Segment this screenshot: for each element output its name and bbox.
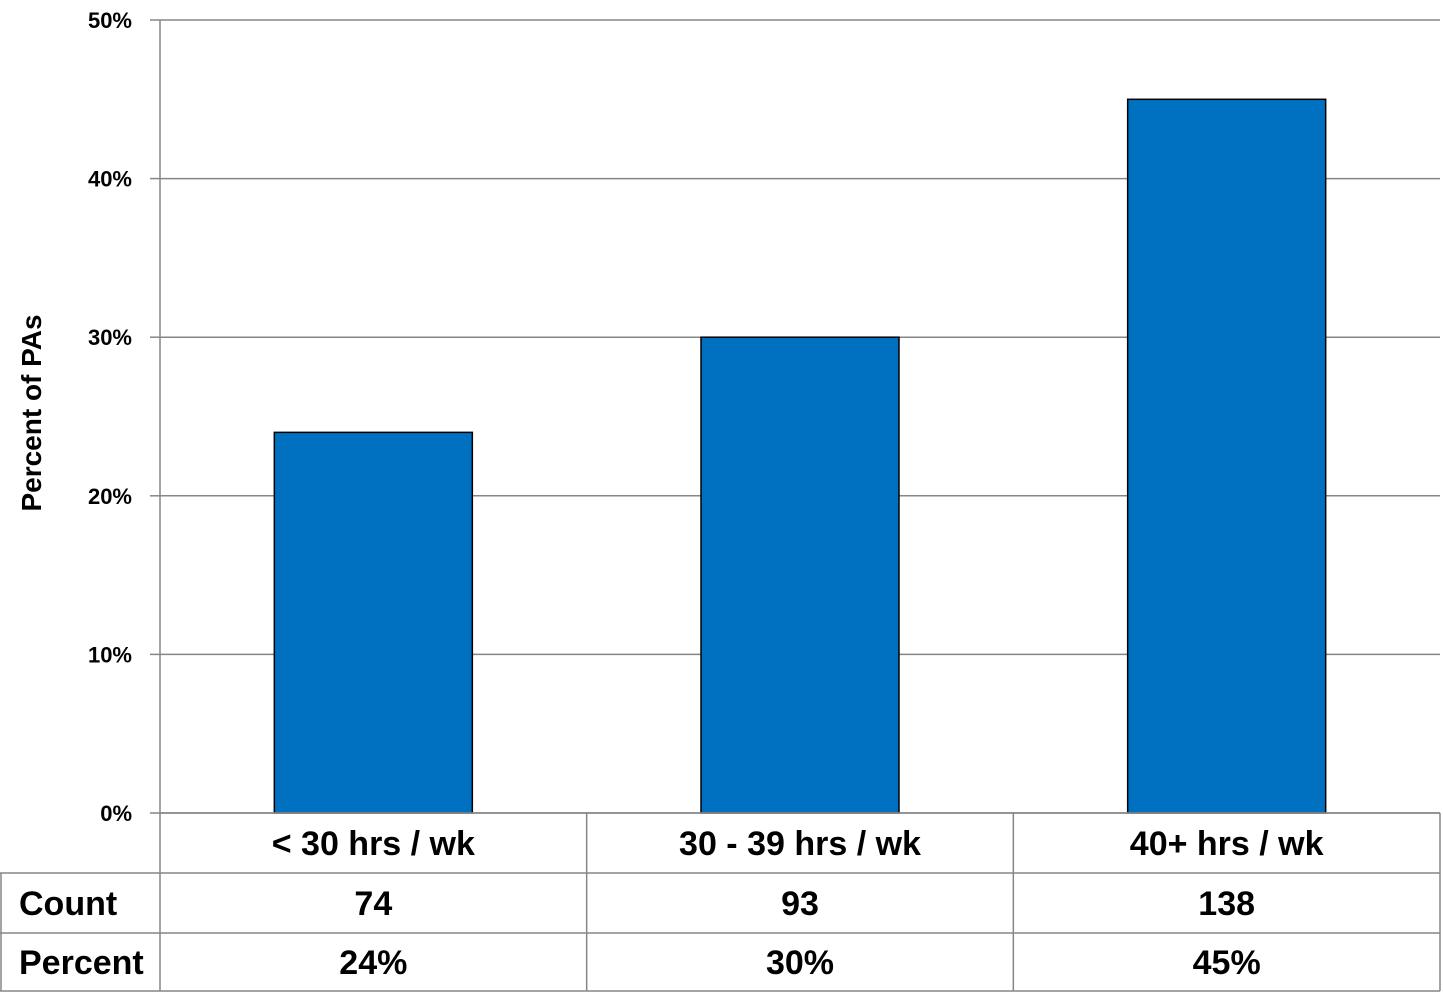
table-cell: 74 [354, 885, 392, 923]
table-cell: 138 [1198, 885, 1255, 923]
bar [1126, 98, 1327, 814]
bar [273, 431, 474, 814]
y-tick-label: 20% [88, 484, 132, 509]
y-tick-label: 50% [88, 8, 132, 33]
x-tick-label: 40+ hrs / wk [1130, 825, 1324, 863]
data-table: < 30 hrs / wk 30 - 39 hrs / wk 40+ hrs / w… [0, 812, 1441, 992]
y-tick-label: 30% [88, 325, 132, 350]
table-row-label: Count [19, 885, 117, 923]
table-cell: 24% [339, 944, 407, 982]
bars [273, 98, 1327, 814]
table-cell: 93 [781, 885, 819, 923]
y-tick-label: 10% [88, 642, 132, 667]
table-row-label: Percent [19, 944, 144, 982]
y-tick-labels: 0% 10% 20% 30% 40% 50% [88, 8, 132, 826]
bar [700, 336, 900, 814]
y-axis-label: Percent of PAs [16, 314, 47, 511]
y-tick-label: 40% [88, 167, 132, 192]
x-tick-label: < 30 hrs / wk [272, 825, 475, 863]
table-cell: 30% [766, 944, 834, 982]
table-cell: 45% [1193, 944, 1261, 982]
y-tick-label: 0% [100, 801, 132, 826]
x-tick-label: 30 - 39 hrs / wk [679, 825, 921, 863]
